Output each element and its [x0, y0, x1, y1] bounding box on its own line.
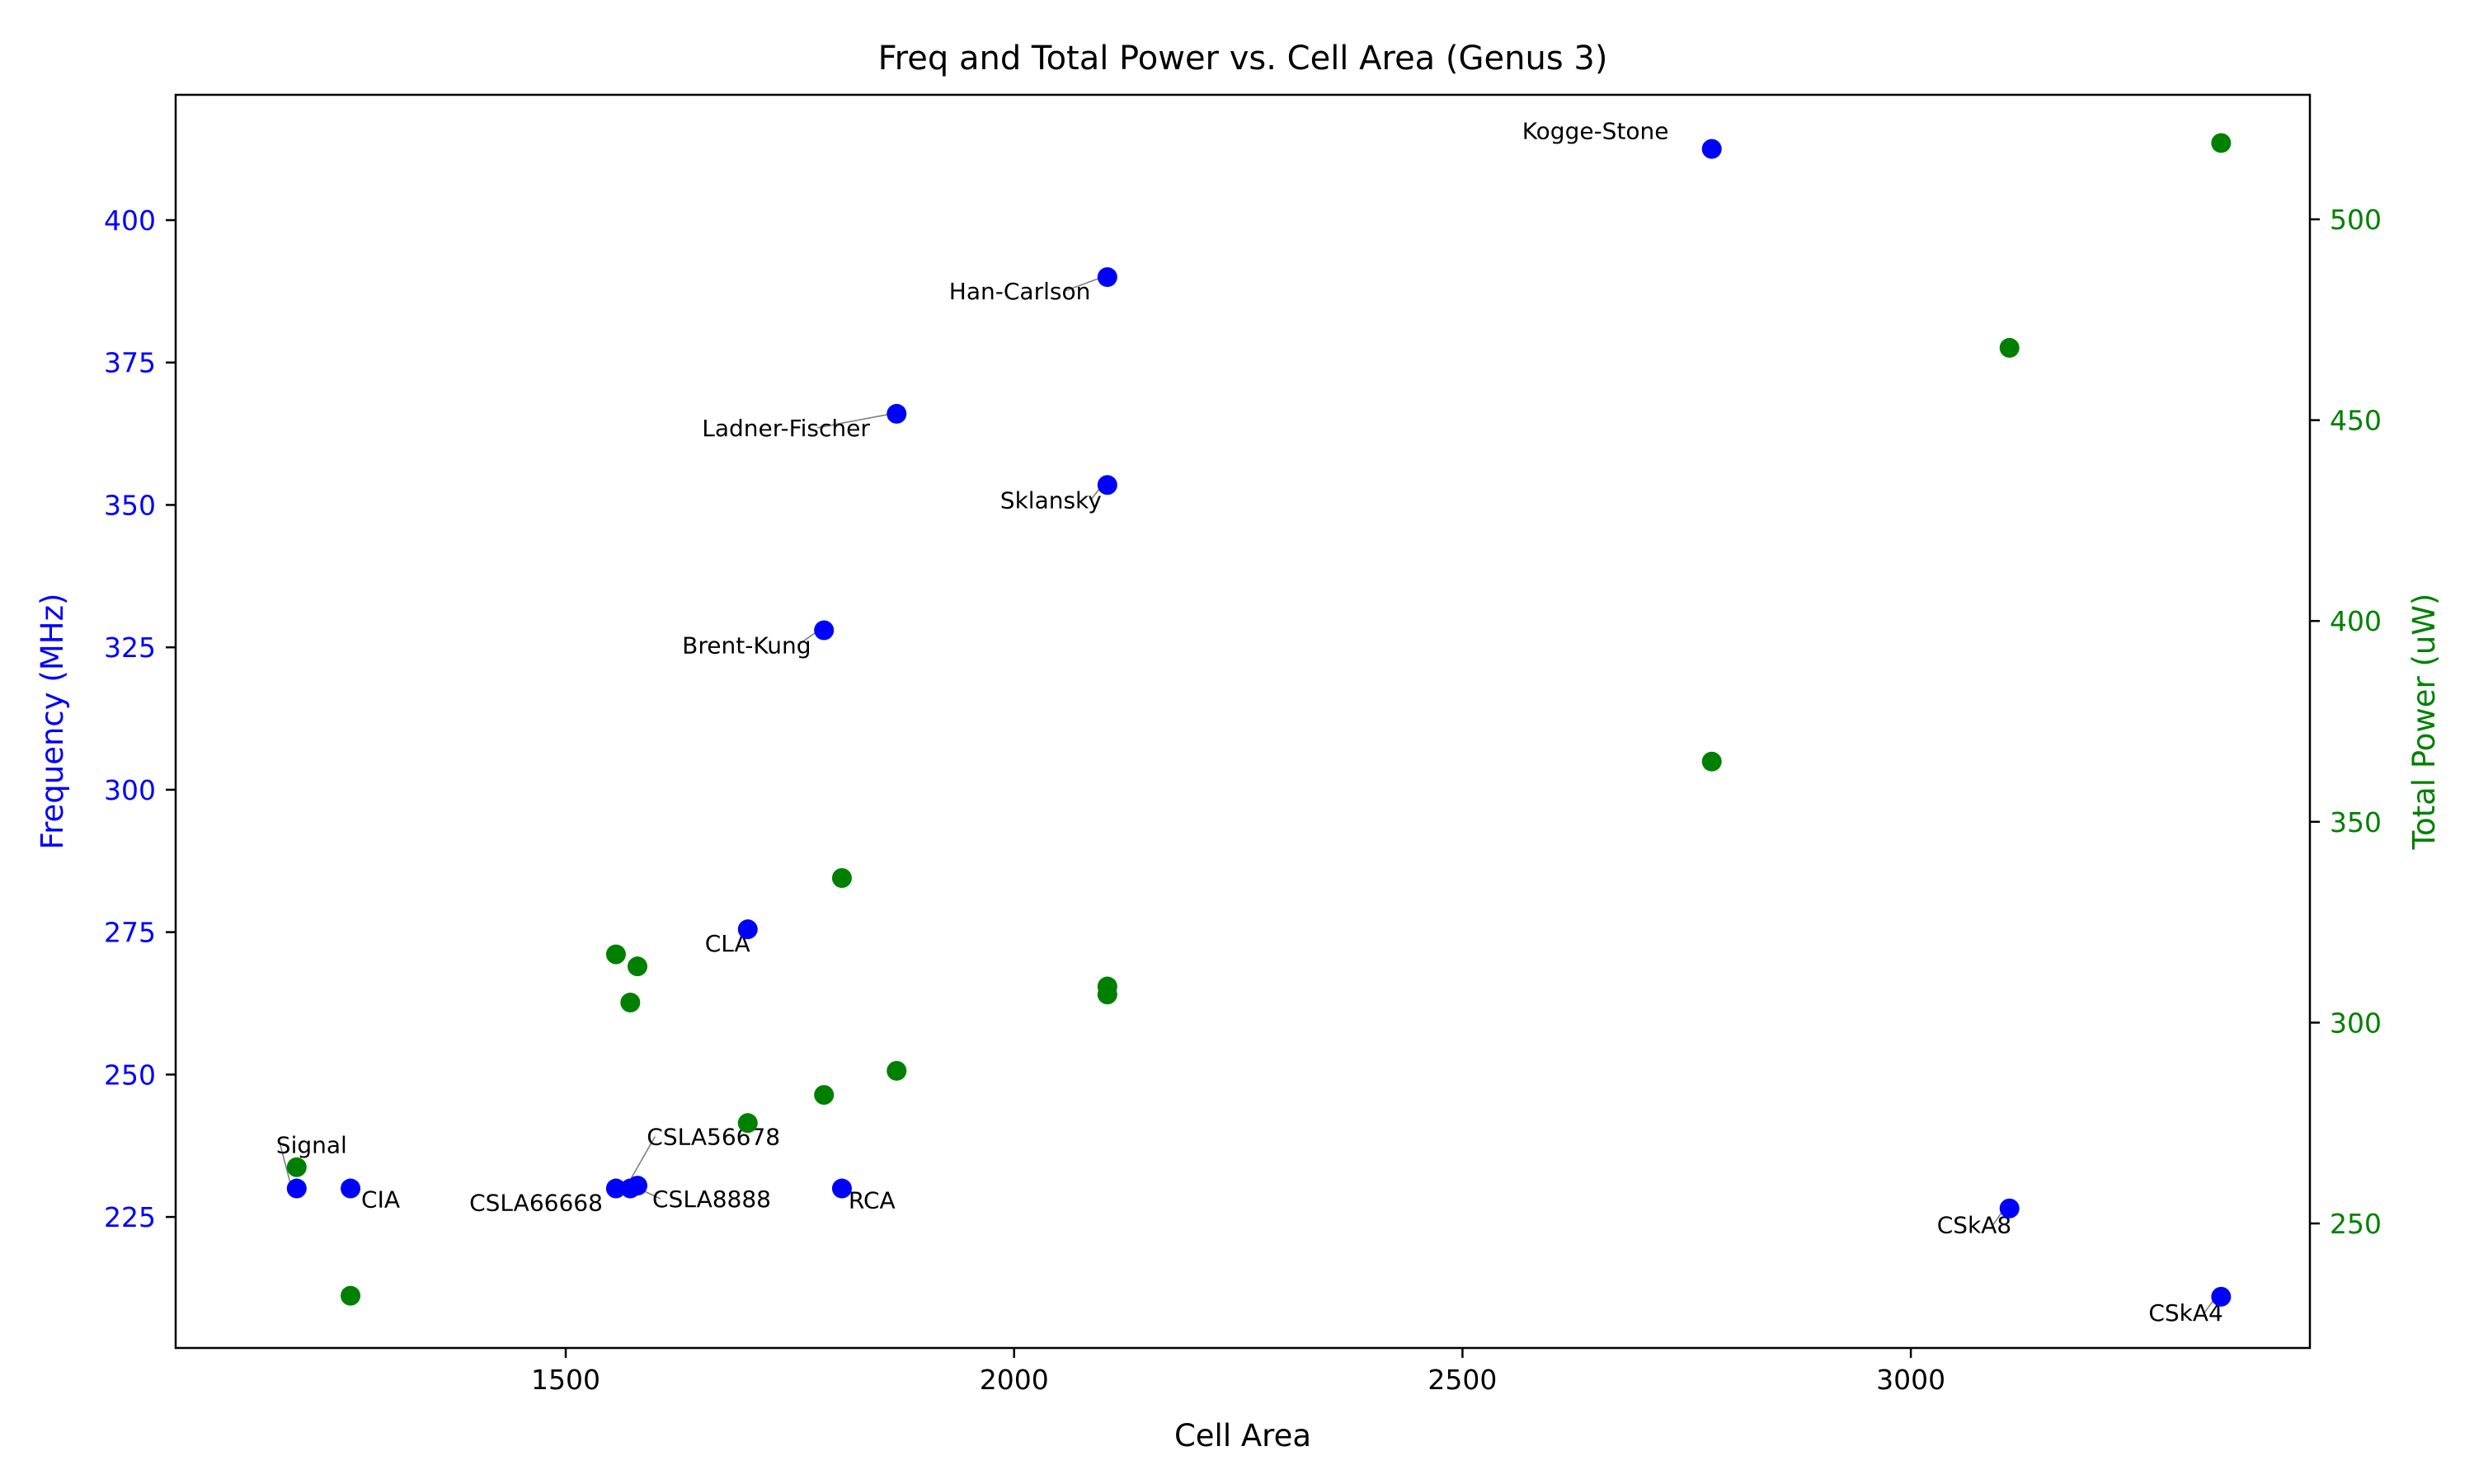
- power-point: [887, 1060, 907, 1081]
- left-tick-label: 275: [104, 917, 156, 949]
- point-label: CSkA8: [1937, 1212, 2012, 1239]
- annotation-arrow: [280, 1144, 293, 1189]
- right-tick-label: 450: [2330, 405, 2382, 437]
- point-label: CSLA66668: [469, 1190, 603, 1217]
- frequency-point: [2211, 1286, 2232, 1307]
- chart-title: Freq and Total Power vs. Cell Area (Genu…: [878, 40, 1608, 77]
- left-tick-label: 325: [104, 632, 156, 664]
- power-point: [2211, 133, 2232, 153]
- point-label: RCA: [849, 1187, 896, 1214]
- frequency-point: [1097, 475, 1117, 495]
- point-label: CSLA56678: [647, 1124, 780, 1151]
- point-label: Sklansky: [1000, 486, 1102, 514]
- power-point: [1097, 976, 1117, 997]
- frequency-point: [737, 919, 758, 940]
- annotation-arrow: [1064, 276, 1103, 292]
- power-point: [341, 1285, 361, 1306]
- frequency-point: [286, 1178, 307, 1199]
- power-point: [814, 1085, 835, 1106]
- point-label: Brent-Kung: [682, 632, 811, 659]
- plot-area-frame: [174, 93, 2312, 1350]
- point-label: CSkA4: [2148, 1299, 2223, 1327]
- right-tick-label: 250: [2330, 1208, 2382, 1240]
- left-tick-label: 225: [104, 1201, 156, 1233]
- right-axis-ticks: 250 300 350 400 450 500: [2310, 204, 2382, 1240]
- frequency-point: [1701, 139, 1722, 159]
- power-point: [286, 1157, 307, 1177]
- frequency-point: [814, 620, 835, 641]
- right-tick-label: 300: [2330, 1007, 2382, 1039]
- point-label: Ladner-Fischer: [702, 415, 870, 442]
- power-point: [628, 956, 648, 977]
- point-label: Han-Carlson: [949, 278, 1091, 305]
- x-tick-label: 3000: [1876, 1364, 1945, 1396]
- frequency-point: [831, 1178, 852, 1199]
- x-tick-label: 2500: [1427, 1364, 1497, 1396]
- right-axis-label: Total Power (uW): [2406, 594, 2442, 851]
- power-point: [620, 993, 641, 1013]
- left-tick-label: 375: [104, 347, 156, 379]
- left-axis-label: Frequency (MHz): [35, 594, 70, 850]
- point-label: CIA: [361, 1186, 400, 1214]
- frequency-point: [605, 1178, 626, 1199]
- left-tick-label: 400: [104, 204, 156, 237]
- right-tick-label: 400: [2330, 605, 2382, 637]
- left-tick-label: 300: [104, 774, 156, 806]
- power-point: [737, 1113, 758, 1134]
- point-label: CSLA8888: [652, 1186, 771, 1213]
- power-series: [286, 133, 2232, 1306]
- x-axis-ticks: 1500 2000 2500 3000: [531, 1348, 1945, 1396]
- x-tick-label: 2000: [980, 1364, 1049, 1396]
- left-tick-label: 250: [104, 1059, 156, 1091]
- frequency-point: [628, 1176, 648, 1196]
- power-point: [1701, 751, 1722, 772]
- left-tick-label: 350: [104, 489, 156, 521]
- frequency-point: [1999, 1198, 2020, 1219]
- point-label: Kogge-Stone: [1522, 118, 1669, 145]
- right-tick-label: 500: [2330, 204, 2382, 236]
- right-tick-label: 350: [2330, 806, 2382, 838]
- point-label: Signal: [276, 1132, 347, 1159]
- power-point: [1999, 337, 2020, 358]
- x-axis-label: Cell Area: [1174, 1418, 1311, 1453]
- frequency-point: [341, 1178, 361, 1199]
- frequency-point: [887, 403, 907, 424]
- power-point: [605, 944, 626, 965]
- annotation-arrow: [817, 413, 892, 429]
- power-point: [831, 868, 852, 888]
- x-tick-label: 1500: [531, 1364, 600, 1396]
- frequency-series: [286, 139, 2232, 1307]
- frequency-point: [1097, 267, 1117, 288]
- left-axis-ticks: 225 250 275 300 325 350 375 400: [104, 204, 176, 1233]
